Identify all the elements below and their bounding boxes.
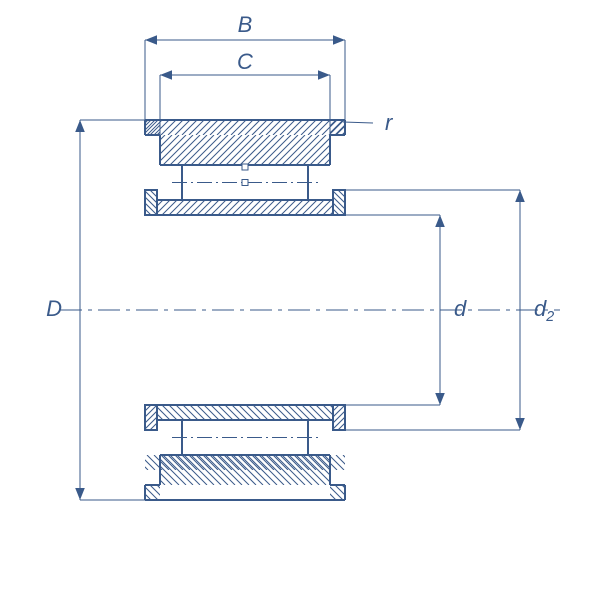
svg-text:D: D <box>46 296 62 321</box>
svg-text:d2: d2 <box>534 296 554 325</box>
svg-text:d: d <box>454 296 467 321</box>
svg-text:r: r <box>385 110 394 135</box>
svg-text:B: B <box>238 12 253 37</box>
svg-text:C: C <box>237 49 253 74</box>
